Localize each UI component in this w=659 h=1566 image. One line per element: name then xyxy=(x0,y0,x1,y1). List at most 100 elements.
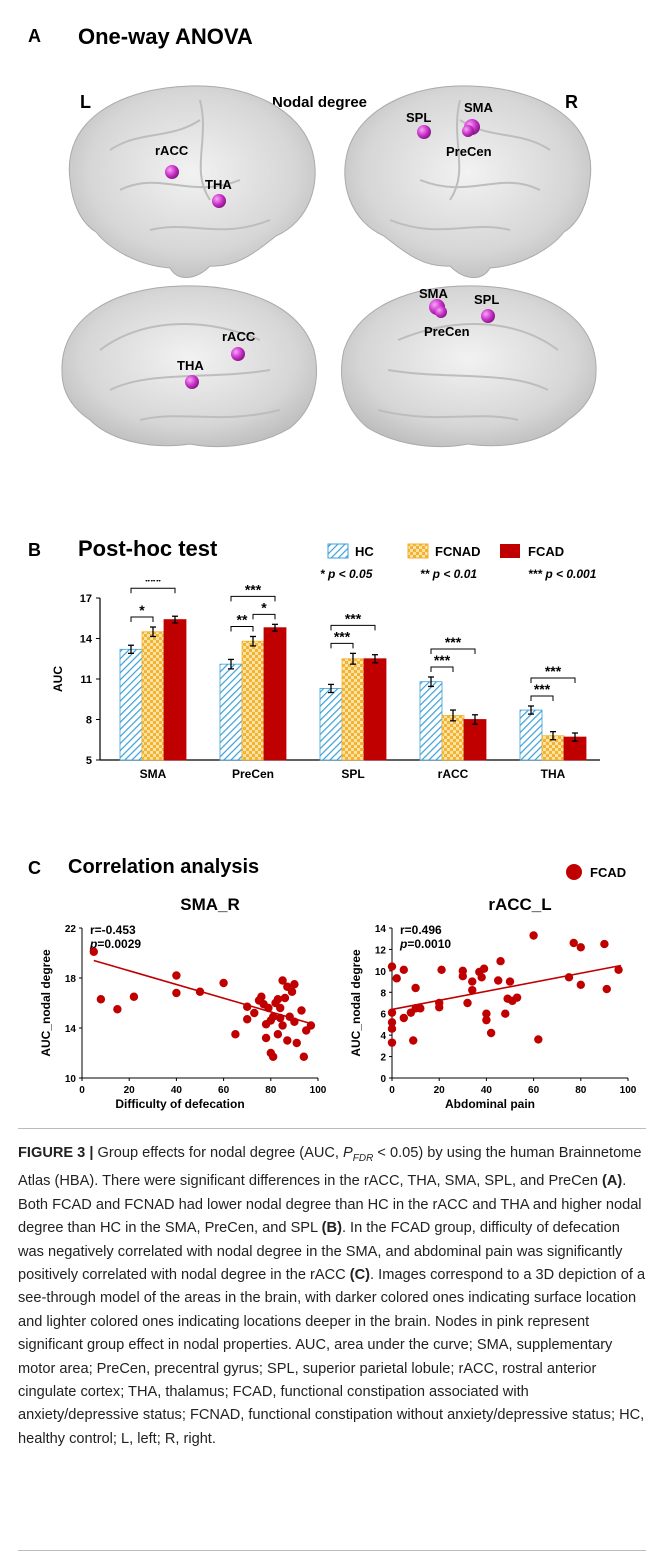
data-point xyxy=(299,1052,309,1061)
right-hemisphere-label: R xyxy=(565,92,578,112)
significance-stars: *** xyxy=(434,652,451,668)
data-point xyxy=(479,964,489,973)
caption-ref-a: (A) xyxy=(602,1173,623,1190)
data-point xyxy=(231,1030,240,1039)
y-tick-label: 14 xyxy=(80,634,93,646)
x-tick-label: rACC xyxy=(438,767,469,781)
x-tick-label: 0 xyxy=(389,1085,395,1096)
data-point xyxy=(264,1003,273,1013)
bar-fcnad-spl xyxy=(341,658,365,761)
data-point xyxy=(243,1015,252,1024)
data-point xyxy=(219,978,228,988)
y-tick-label: 10 xyxy=(375,967,387,978)
x-tick-label: PreCen xyxy=(232,767,274,781)
node-spl xyxy=(417,125,431,139)
significance-bracket xyxy=(430,648,476,654)
data-point xyxy=(409,1036,418,1045)
panel-a-title: One-way ANOVA xyxy=(78,24,253,49)
panel-b-legend: HC FCNAD FCAD * p < 0.05 ** p < 0.01 ***… xyxy=(320,543,597,581)
significance-stars: *** xyxy=(545,663,562,679)
regression-line xyxy=(391,964,622,1011)
data-point xyxy=(529,931,538,940)
y-tick-label: 2 xyxy=(380,1053,386,1064)
brain-left-medial: rACC THA xyxy=(61,285,317,448)
caption-text-5: . Images correspond to a 3D depiction of… xyxy=(18,1266,646,1447)
brain4-precen-label: PreCen xyxy=(424,324,470,339)
data-point xyxy=(276,1013,285,1023)
panel-a-letter: A xyxy=(28,26,41,46)
data-point xyxy=(600,939,609,949)
data-point xyxy=(494,976,503,985)
significance-bracket xyxy=(330,642,354,649)
data-point xyxy=(569,938,578,948)
data-point xyxy=(411,983,420,993)
x-tick-label: 80 xyxy=(575,1085,587,1096)
bar-hc-spl xyxy=(319,688,343,761)
caption-text-4: . In the FCAD group, difficulty of defec… xyxy=(18,1220,623,1283)
data-point xyxy=(468,977,477,986)
node-racc-medial xyxy=(231,347,245,361)
significance-bracket xyxy=(530,695,554,701)
caption-ref-b: (B) xyxy=(321,1220,342,1237)
data-point xyxy=(496,957,505,966)
brain-right-medial: SMA SPL PreCen xyxy=(341,285,597,448)
figure-caption: FIGURE 3 | Group effects for nodal degre… xyxy=(18,1142,646,1451)
brain4-spl-label: SPL xyxy=(474,292,499,307)
data-point xyxy=(399,965,408,974)
brain2-sma-label: SMA xyxy=(464,100,494,115)
brain1-racc-label: rACC xyxy=(155,143,189,158)
legend-fcad-label: FCAD xyxy=(528,544,564,559)
data-point xyxy=(195,987,205,996)
legend-hc-swatch xyxy=(327,543,349,559)
data-point xyxy=(268,1052,278,1061)
bar-fcnad-precen xyxy=(241,640,265,761)
legend-fcad-dot xyxy=(566,864,582,880)
data-point xyxy=(482,1009,491,1018)
brain3-racc-label: rACC xyxy=(222,329,256,344)
brain4-sma-label: SMA xyxy=(419,286,449,301)
caption-figure-label: FIGURE 3 | xyxy=(18,1145,94,1161)
bar-fcad-sma xyxy=(163,619,187,761)
data-point xyxy=(387,1018,397,1027)
data-point xyxy=(287,987,297,996)
panel-b-title: Post-hoc test xyxy=(78,536,218,561)
data-point xyxy=(437,965,446,974)
bar-hc-precen xyxy=(219,663,243,761)
data-point xyxy=(278,976,287,985)
bar-chart: 58111417AUCSMA****PreCen******SPL******r… xyxy=(51,580,600,781)
caption-text-1: Group effects for nodal degree (AUC, xyxy=(93,1145,344,1161)
y-axis-label: AUC_nodal degree xyxy=(39,949,53,1057)
node-precen-medial xyxy=(435,306,447,318)
legend-fcad-text: FCAD xyxy=(590,865,626,880)
data-point xyxy=(463,998,472,1008)
data-point xyxy=(257,992,266,1001)
panel-b-letter: B xyxy=(28,540,41,560)
brain-right-lateral: SPL SMA PreCen xyxy=(344,85,592,278)
node-racc xyxy=(165,165,179,179)
data-point xyxy=(477,973,486,982)
brain-views: rACC THA SPL SMA PreCen rACC THA xyxy=(61,85,597,448)
caption-text-2: < 0.05) by using the human Brainnetome A… xyxy=(18,1145,642,1190)
data-point xyxy=(387,1024,397,1033)
data-point xyxy=(273,1030,283,1039)
data-point xyxy=(505,977,515,986)
significance-stars: *** xyxy=(245,581,262,597)
data-point xyxy=(602,984,611,994)
significance-bracket xyxy=(230,625,254,632)
caption-p-main: P xyxy=(343,1145,353,1161)
y-tick-label: 12 xyxy=(375,945,387,956)
x-tick-label: 100 xyxy=(310,1085,327,1096)
brain3-tha-label: THA xyxy=(177,358,204,373)
data-point xyxy=(250,1008,259,1018)
data-point xyxy=(292,1038,301,1048)
data-point xyxy=(297,1006,306,1015)
data-point xyxy=(387,1008,397,1017)
y-tick-label: 0 xyxy=(380,1074,386,1085)
annotation-p-value: =0.0010 xyxy=(407,937,451,951)
x-tick-label: 100 xyxy=(620,1085,637,1096)
node-tha-medial xyxy=(185,375,199,389)
x-tick-label: 20 xyxy=(124,1085,136,1096)
data-point xyxy=(283,1036,292,1045)
x-axis-label: Abdominal pain xyxy=(445,1097,535,1111)
data-point xyxy=(564,973,574,982)
